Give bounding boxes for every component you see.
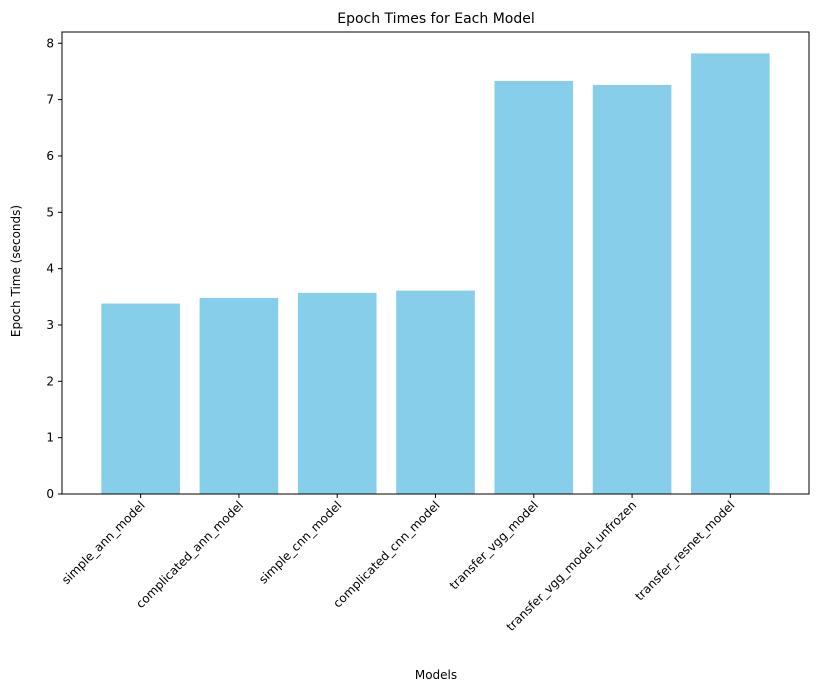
x-tick-label: transfer_resnet_model xyxy=(632,498,737,603)
y-tick-label: 8 xyxy=(46,36,54,50)
x-tick-label: simple_ann_model xyxy=(59,498,148,587)
bar-complicated_cnn_model xyxy=(396,290,475,494)
y-tick-label: 6 xyxy=(46,149,54,163)
x-tick-label: complicated_ann_model xyxy=(133,498,246,611)
y-tick-label: 4 xyxy=(46,262,54,276)
chart-title: Epoch Times for Each Model xyxy=(337,11,535,27)
bar-simple_cnn_model xyxy=(297,292,377,494)
y-tick-label: 5 xyxy=(46,205,54,219)
y-axis: 0 1 2 3 4 5 6 7 8 xyxy=(46,36,62,501)
y-tick-label: 2 xyxy=(46,374,54,388)
bar-simple_ann_model xyxy=(101,303,180,494)
x-tick-label: complicated_cnn_model xyxy=(330,498,442,610)
y-tick-label: 0 xyxy=(46,487,54,501)
y-tick-label: 7 xyxy=(46,93,54,107)
bar-complicated_ann_model xyxy=(199,297,279,494)
x-tick-label: simple_cnn_model xyxy=(256,498,344,586)
bar-transfer_resnet_model xyxy=(691,53,770,494)
x-axis-label: Models xyxy=(415,668,457,682)
bar-transfer_vgg_model_unfrozen xyxy=(592,84,672,495)
y-axis-label: Epoch Time (seconds) xyxy=(9,205,23,337)
bars-layer xyxy=(101,53,770,495)
x-tick-label: transfer_vgg_model xyxy=(447,498,541,592)
bar-transfer_vgg_model xyxy=(494,81,574,494)
y-tick-label: 3 xyxy=(46,318,54,332)
y-tick-label: 1 xyxy=(46,431,54,445)
plot-frame xyxy=(61,31,810,495)
